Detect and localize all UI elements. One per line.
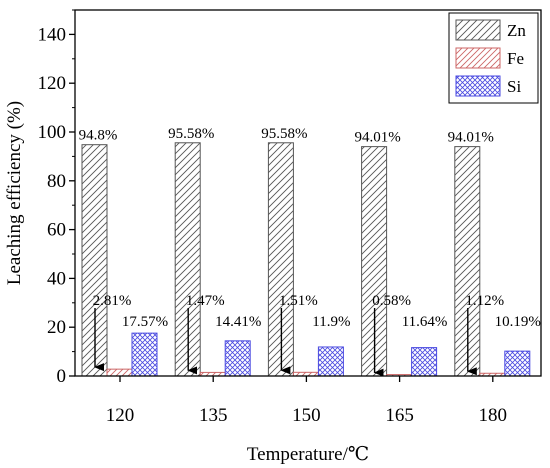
legend-label-zn: Zn <box>507 21 526 40</box>
bar-si-135 <box>224 340 251 377</box>
data-label-zn-165: 94.01% <box>354 130 400 146</box>
bar-si-120 <box>131 332 158 377</box>
data-label-fe-150: 1.51% <box>279 293 318 309</box>
data-label-zn-120: 94.8% <box>79 128 118 144</box>
y-axis-title: Leaching efficiency (%) <box>4 101 25 285</box>
data-label-fe-165: 0.58% <box>372 293 411 309</box>
data-label-fe-120: 2.81% <box>93 293 132 309</box>
x-tick-label-135: 135 <box>199 405 228 426</box>
plot-frame <box>74 9 542 377</box>
data-label-zn-180: 94.01% <box>448 130 494 146</box>
legend-label-si: Si <box>507 77 521 96</box>
data-label-si-150: 11.9% <box>312 314 350 330</box>
y-tick-label-0: 0 <box>57 366 67 387</box>
y-tick-label-120: 120 <box>38 73 67 94</box>
x-tick-label-150: 150 <box>292 405 321 426</box>
bar-si-165 <box>411 347 438 377</box>
data-label-zn-150: 95.58% <box>261 126 307 142</box>
data-label-si-180: 10.19% <box>495 314 541 330</box>
x-axis-title: Temperature/℃ <box>247 444 369 465</box>
legend-swatch-fe <box>455 47 501 69</box>
legend-label-fe: Fe <box>507 49 524 68</box>
bar-fe-120 <box>106 368 133 377</box>
x-tick-label-165: 165 <box>385 405 414 426</box>
legend-swatch-zn <box>455 19 501 41</box>
data-label-si-135: 14.41% <box>215 314 261 330</box>
x-tick-label-120: 120 <box>106 405 135 426</box>
bar-si-180 <box>504 350 531 377</box>
data-label-si-165: 11.64% <box>402 314 448 330</box>
legend-swatch-si <box>455 75 501 97</box>
y-tick-label-40: 40 <box>47 268 66 289</box>
y-tick-label-20: 20 <box>47 317 66 338</box>
y-tick-label-60: 60 <box>47 220 66 241</box>
y-tick-label-80: 80 <box>47 171 66 192</box>
y-tick-label-100: 100 <box>38 122 67 143</box>
data-label-zn-135: 95.58% <box>168 126 214 142</box>
y-tick-label-140: 140 <box>38 24 67 45</box>
data-label-si-120: 17.57% <box>122 314 168 330</box>
x-tick-label-180: 180 <box>479 405 508 426</box>
bar-si-150 <box>317 346 344 377</box>
data-label-fe-135: 1.47% <box>186 293 225 309</box>
data-label-fe-180: 1.12% <box>465 293 504 309</box>
legend: Zn Fe Si <box>448 12 539 104</box>
